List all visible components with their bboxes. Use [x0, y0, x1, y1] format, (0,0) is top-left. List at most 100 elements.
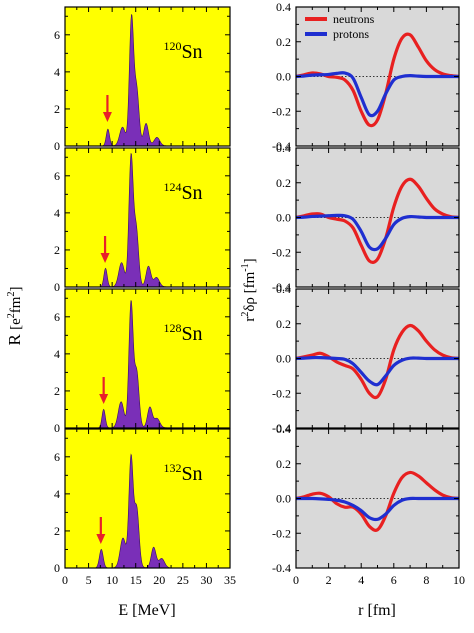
x-tick-label: 4: [358, 573, 364, 587]
nucleus-element: Sn: [181, 41, 202, 63]
y-tick-label: 2: [54, 243, 60, 257]
legend-label-neutrons: neutrons: [333, 12, 375, 26]
y-tick-label: 0.4: [276, 141, 291, 155]
left-ylabel-main: R: [5, 333, 24, 345]
left-y-axis-label: R [e2fm2]: [5, 287, 24, 346]
y-tick-label: 0.2: [276, 176, 291, 190]
left-ylabel-close: ]: [8, 287, 24, 292]
y-tick-label: 0: [54, 280, 60, 294]
y-tick-label: -0.2: [272, 386, 291, 400]
y-tick-label: 4: [54, 206, 60, 220]
strength-panel-frame: [64, 428, 231, 569]
pygmy-arrow-head: [96, 534, 106, 544]
x-tick-label: 8: [423, 573, 429, 587]
y-tick-label: 4: [54, 65, 60, 79]
strength-panel-124: 124Sn 0 2 4 6: [54, 147, 231, 294]
nucleus-mass-number: 124: [163, 180, 181, 194]
y-tick-label: 0.0: [276, 70, 291, 84]
y-tick-label: 2: [54, 102, 60, 116]
y-tick-label: 0.0: [276, 352, 291, 366]
x-tick-label: 20: [153, 573, 165, 587]
neutrons-line: [295, 470, 460, 532]
nucleus-label: 124Sn: [163, 180, 202, 204]
pygmy-arrow-head: [99, 394, 109, 404]
protons-line: [295, 71, 459, 118]
pygmy-arrow-head: [100, 253, 110, 263]
y-tick-label: 2: [54, 524, 60, 538]
y-tick-label: 4: [54, 487, 60, 501]
nucleus-label: 120Sn: [163, 39, 202, 63]
y-tick-label: 0: [54, 421, 60, 435]
protons-line: [295, 496, 459, 522]
y-tick-label: 0.2: [276, 35, 291, 49]
y-tick-label: -0.4: [272, 421, 291, 435]
left-ylabel-unit2: fm: [8, 296, 24, 313]
y-tick-label: 0.4: [276, 282, 291, 296]
y-tick-label: -0.2: [272, 526, 291, 540]
strength-panel-132: 132Sn 0 2 4 6 0 5 10 15 20 25 30 35: [54, 428, 236, 587]
nucleus-element: Sn: [181, 323, 202, 345]
y-tick-label: 0.4: [276, 0, 291, 14]
protons-line: [295, 213, 459, 252]
y-tick-label: -0.4: [272, 280, 291, 294]
left-x-axis-label: E [MeV]: [118, 602, 175, 619]
y-tick-label: 6: [54, 28, 60, 42]
y-tick-label: 2: [54, 384, 60, 398]
x-tick-label: 2: [326, 573, 332, 587]
density-panel-frame: [295, 428, 460, 569]
x-tick-label: 10: [106, 573, 118, 587]
neutrons-line: [295, 323, 460, 400]
x-tick-label: 15: [130, 573, 142, 587]
y-tick-label: 0.2: [276, 457, 291, 471]
x-tick-label: 35: [224, 573, 236, 587]
right-ylabel-sup2: -1: [240, 263, 251, 271]
x-tick-label: 0: [293, 573, 299, 587]
y-tick-label: 6: [54, 310, 60, 324]
x-tick-label: 25: [177, 573, 189, 587]
y-tick-label: 0.4: [276, 422, 291, 436]
x-tick-label: 0: [62, 573, 68, 587]
y-tick-label: -0.2: [272, 104, 291, 118]
right-ylabel-close: ]: [242, 258, 258, 263]
strength-panel-frame: [64, 288, 231, 429]
right-x-axis-label: r [fm]: [358, 602, 396, 619]
y-tick-label: 6: [54, 169, 60, 183]
left-ylabel-sup1: 2: [6, 313, 17, 318]
legend-label-protons: protons: [333, 27, 369, 41]
right-ylabel-sup: 2: [240, 312, 251, 317]
y-tick-label: 0.0: [276, 211, 291, 225]
strength-panel-background: [65, 7, 230, 146]
protons-line: [295, 355, 459, 387]
y-tick-label: 0: [54, 139, 60, 153]
x-tick-label: 5: [86, 573, 92, 587]
strength-panel-120: 120Sn 0 2 4 6: [54, 6, 231, 153]
strength-panel-background: [65, 289, 230, 428]
nucleus-mass-number: 128: [163, 321, 181, 335]
nucleus-mass-number: 120: [163, 39, 181, 53]
x-tick-label: 30: [200, 573, 212, 587]
right-ylabel-r: r: [242, 317, 258, 322]
x-tick-label: 6: [391, 573, 397, 587]
strength-panel-background: [65, 148, 230, 287]
right-y-axis-label: r2δρ [fm-1]: [240, 258, 258, 321]
nucleus-label: 132Sn: [163, 461, 202, 485]
y-tick-label: -0.4: [272, 561, 291, 575]
pygmy-arrow-head: [102, 112, 112, 122]
nucleus-element: Sn: [181, 182, 202, 204]
density-panel-4: -0.4 -0.2 0.0 0.2 0.4 0 2 4 6 8 10: [272, 422, 465, 587]
strength-panel-background: [65, 429, 230, 568]
density-panel-frame: [295, 6, 460, 147]
strength-panel-frame: [64, 147, 231, 288]
y-tick-label: 0.0: [276, 492, 291, 506]
y-tick-label: 0.2: [276, 317, 291, 331]
y-tick-label: 4: [54, 347, 60, 361]
nucleus-mass-number: 132: [163, 461, 181, 475]
nucleus-element: Sn: [181, 463, 202, 485]
nucleus-label: 128Sn: [163, 321, 202, 345]
y-tick-label: 0: [54, 561, 60, 575]
density-panel-3: -0.4 -0.2 0.0 0.2 0.4: [272, 282, 460, 435]
strength-panel-128: 128Sn 0 2 4 6: [54, 288, 231, 435]
